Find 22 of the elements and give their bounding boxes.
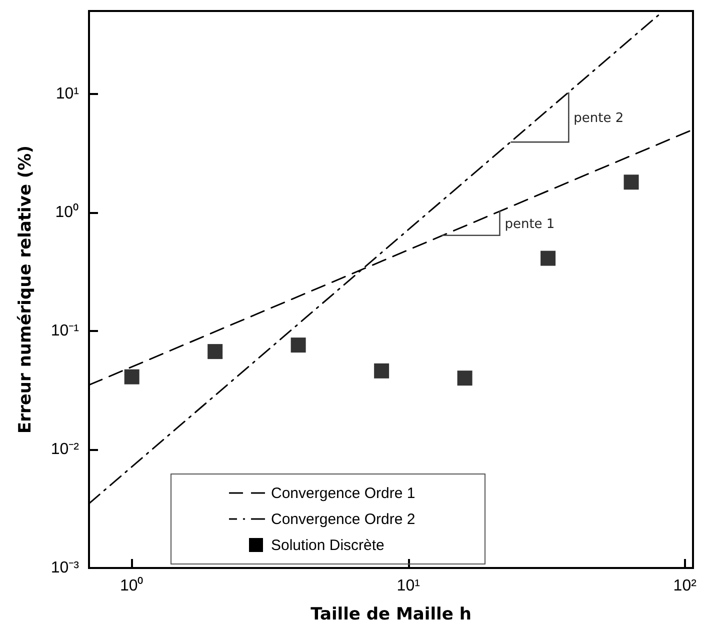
annotation: pente 2 xyxy=(574,111,624,126)
point xyxy=(208,344,223,360)
x-tick-label: 10² xyxy=(673,578,698,594)
x-axis-title: Taille de Maille h xyxy=(310,604,472,624)
point xyxy=(457,370,472,386)
point xyxy=(540,250,556,266)
legend-label: Convergence Ordre 1 xyxy=(271,485,416,502)
annotation: pente 1 xyxy=(504,217,555,232)
y-axis-title: Erreur numérique relative (%) xyxy=(16,146,36,434)
point xyxy=(624,174,639,190)
legend-label: Convergence Ordre 2 xyxy=(271,511,416,528)
point xyxy=(374,363,390,378)
y-tick-label: 10⁻² xyxy=(50,440,80,458)
y-tick-label: 10⁻³ xyxy=(50,560,80,576)
y-tick-label: 10¹ xyxy=(56,85,79,102)
y-tick-label: 10⁰ xyxy=(55,202,79,221)
point xyxy=(290,338,306,353)
point xyxy=(124,369,140,384)
legend-label: Solution Discrète xyxy=(271,537,384,554)
x-tick-label: 10⁰ xyxy=(120,576,144,594)
x-tick-label: 10¹ xyxy=(396,578,420,594)
y-tick-label: 10⁻¹ xyxy=(50,322,79,340)
